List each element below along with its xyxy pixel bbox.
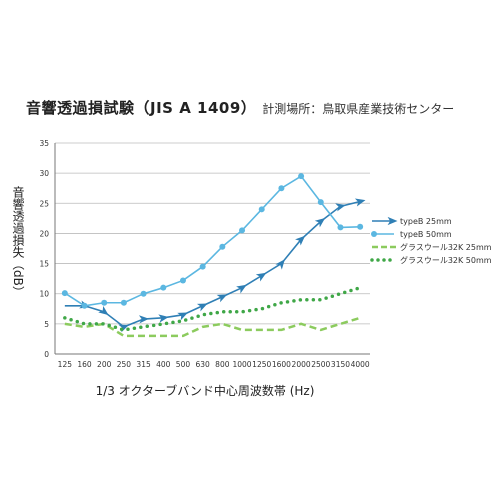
x-tick-label: 250 bbox=[117, 360, 132, 369]
data-point bbox=[239, 227, 246, 234]
x-tick-label: 800 bbox=[215, 360, 230, 369]
data-point bbox=[354, 198, 366, 207]
data-point bbox=[118, 324, 130, 333]
x-axis-label: 1/3 オクターブバンド中心周波数帯 (Hz) bbox=[95, 384, 315, 398]
x-tick-label: 2500 bbox=[311, 360, 330, 369]
series-1 bbox=[61, 173, 364, 309]
x-tick-label: 1000 bbox=[232, 360, 251, 369]
y-tick-label: 0 bbox=[44, 350, 49, 359]
data-point bbox=[295, 235, 306, 246]
data-point bbox=[317, 199, 324, 206]
x-tick-label: 1250 bbox=[252, 360, 271, 369]
x-tick-label: 630 bbox=[195, 360, 210, 369]
x-tick-label: 4000 bbox=[351, 360, 370, 369]
x-tick-label: 200 bbox=[97, 360, 112, 369]
series-0 bbox=[64, 198, 366, 333]
x-tick-label: 400 bbox=[156, 360, 171, 369]
title-row: 音響透過損試験（JIS A 1409） 計測場所：鳥取県産業技術センター bbox=[26, 97, 454, 118]
y-axis-label: 音響透過損失（dB） bbox=[11, 186, 25, 298]
y-tick-label: 10 bbox=[39, 290, 49, 299]
data-point bbox=[219, 243, 226, 250]
y-tick-label: 5 bbox=[44, 320, 49, 329]
x-tick-label: 315 bbox=[136, 360, 151, 369]
legend-item-3: グラスウール32K 50mm bbox=[370, 255, 492, 265]
data-point bbox=[179, 277, 186, 284]
data-point bbox=[140, 290, 147, 297]
series-line bbox=[64, 200, 361, 328]
series-2 bbox=[64, 316, 361, 338]
data-point bbox=[81, 302, 88, 309]
series-3 bbox=[63, 285, 362, 332]
y-tick-label: 15 bbox=[39, 260, 49, 269]
data-point bbox=[120, 299, 127, 306]
data-point bbox=[138, 315, 150, 324]
series-line bbox=[64, 316, 361, 338]
legend-arrow-icon bbox=[387, 216, 398, 226]
legend-label: typeB 25mm bbox=[400, 217, 452, 226]
data-point bbox=[335, 203, 346, 212]
y-tick-label: 35 bbox=[39, 139, 49, 148]
data-point bbox=[199, 263, 206, 270]
x-tick-label: 500 bbox=[176, 360, 191, 369]
data-point bbox=[98, 305, 109, 316]
legend-item-0: typeB 25mm bbox=[372, 216, 452, 226]
data-point bbox=[101, 299, 108, 306]
x-tick-label: 3150 bbox=[331, 360, 350, 369]
data-point bbox=[158, 314, 169, 323]
series-line bbox=[63, 285, 362, 332]
legend-label: グラスウール32K 25mm bbox=[400, 242, 492, 252]
data-point bbox=[258, 206, 265, 213]
x-tick-label: 160 bbox=[77, 360, 92, 369]
data-point bbox=[196, 303, 208, 312]
series-line bbox=[64, 175, 361, 307]
data-point bbox=[298, 173, 305, 180]
chart-title: 音響透過損試験（JIS A 1409） bbox=[26, 99, 257, 117]
x-tick-label: 2000 bbox=[292, 360, 311, 369]
legend-item-2: グラスウール32K 25mm bbox=[372, 242, 492, 252]
data-point bbox=[160, 284, 167, 291]
data-point bbox=[61, 290, 68, 297]
y-tick-label: 30 bbox=[39, 169, 49, 178]
data-point bbox=[314, 218, 326, 228]
data-point bbox=[177, 312, 188, 321]
data-point bbox=[236, 284, 247, 294]
x-tick-label: 125 bbox=[58, 360, 73, 369]
data-point bbox=[357, 223, 364, 230]
legend-label: typeB 50mm bbox=[400, 230, 452, 239]
y-tick-label: 20 bbox=[39, 229, 49, 238]
x-tick-label: 1600 bbox=[272, 360, 291, 369]
data-point bbox=[275, 259, 285, 270]
legend-item-1: typeB 50mm bbox=[371, 230, 452, 239]
data-point bbox=[337, 224, 344, 231]
y-tick-label: 25 bbox=[39, 199, 49, 208]
chart-subtitle: 計測場所：鳥取県産業技術センター bbox=[262, 102, 455, 116]
legend-label: グラスウール32K 50mm bbox=[400, 255, 492, 265]
legend-circle-icon bbox=[371, 231, 377, 237]
data-point bbox=[216, 294, 228, 303]
data-point bbox=[255, 272, 267, 282]
data-point bbox=[278, 185, 285, 192]
